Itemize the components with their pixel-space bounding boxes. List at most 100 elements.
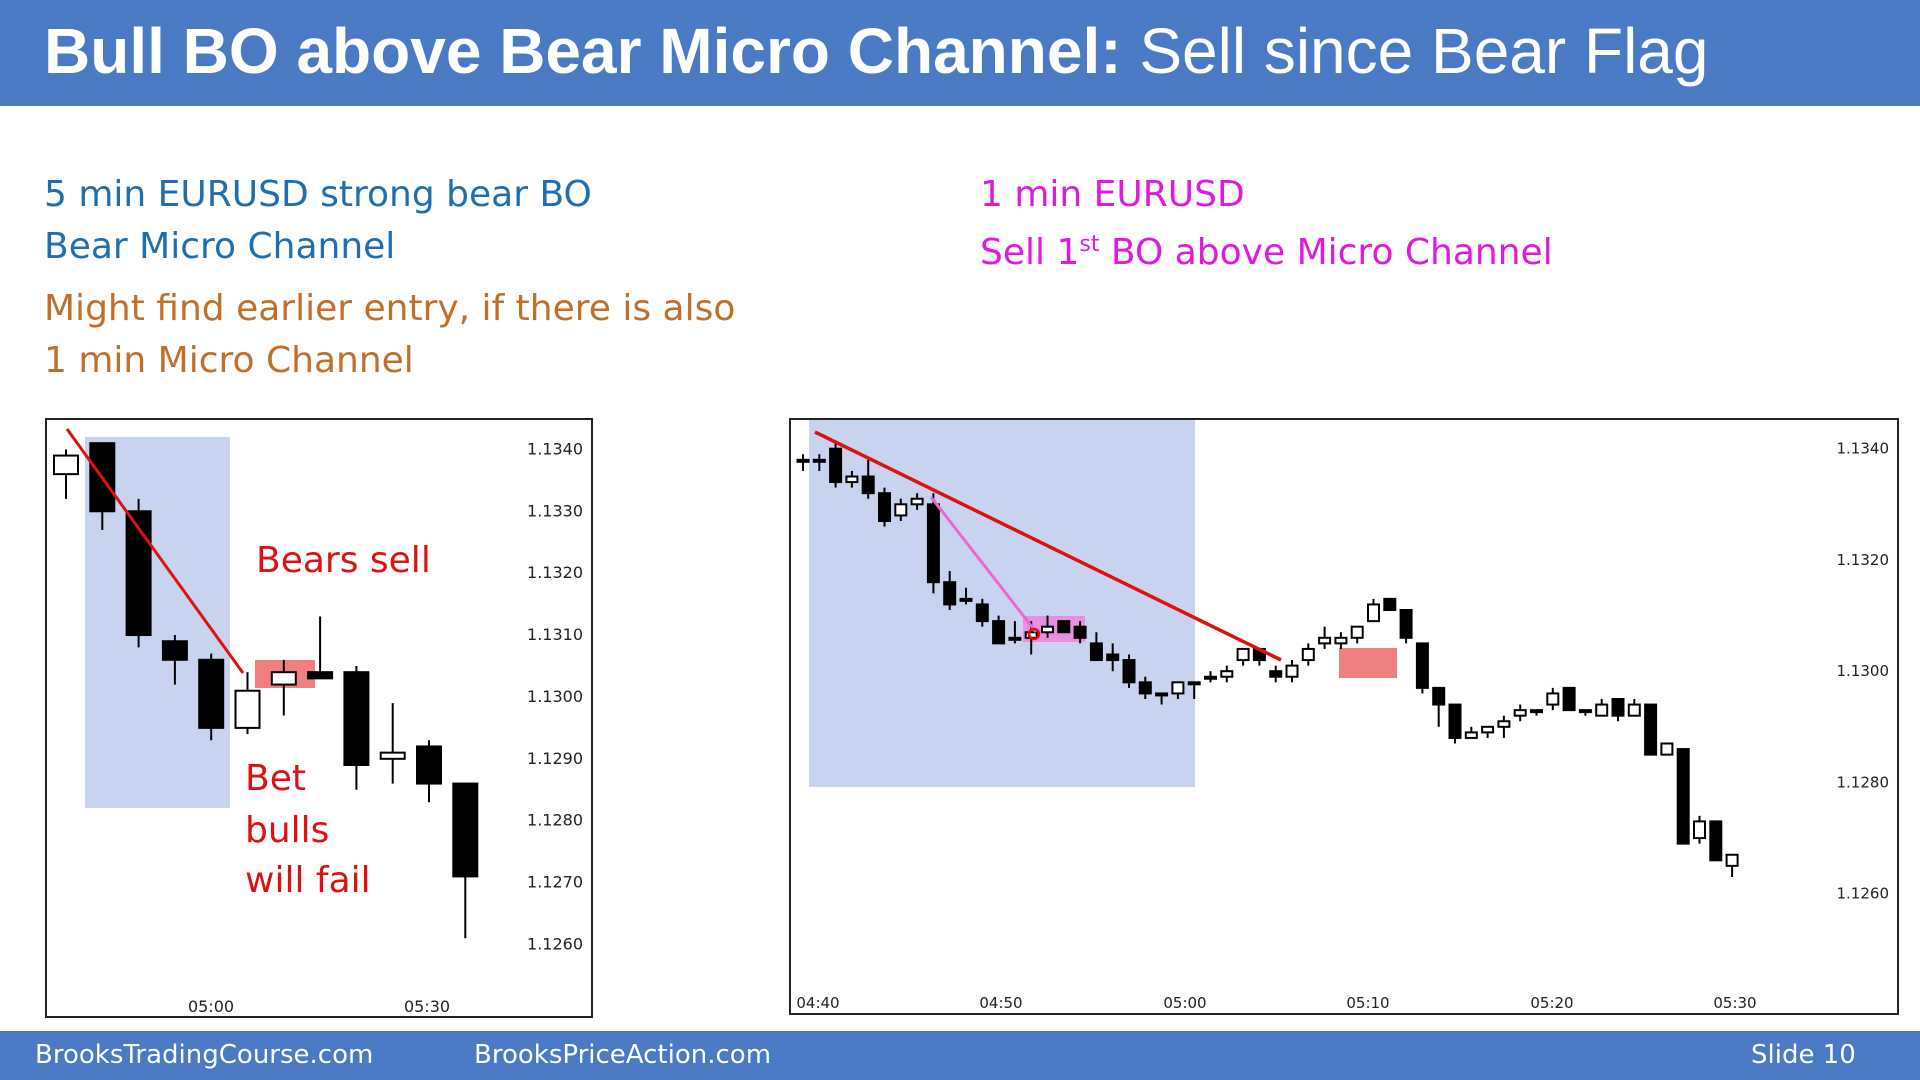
bull-candle (1204, 675, 1217, 680)
bull-candle (1236, 647, 1250, 662)
bear-candle (861, 475, 875, 495)
left-text-line1: 5 min EURUSD strong bear BO (44, 174, 592, 215)
bull-candle (1220, 670, 1234, 678)
bear-candle (1269, 670, 1283, 678)
x-tick-label: 05:10 (1346, 994, 1389, 1012)
y-tick-label: 1.1300 (1837, 662, 1890, 680)
bet-label: Bet (245, 758, 306, 799)
x-tick-label: 04:40 (796, 994, 839, 1012)
bull-candle (1464, 731, 1478, 739)
bull-candle (1301, 647, 1315, 662)
bull-candle (1285, 664, 1299, 678)
y-tick-label: 1.1300 (527, 687, 583, 706)
slide-number: Slide 10 (1751, 1040, 1856, 1070)
y-tick-label: 1.1330 (527, 501, 583, 520)
bear-candle (943, 581, 957, 606)
bull-candle (1595, 703, 1609, 717)
bulls-label: bulls (245, 810, 330, 851)
bear-candle (1106, 653, 1120, 662)
bull-candle (796, 458, 810, 463)
bull-candle (53, 454, 79, 476)
micro-channel-shading (809, 420, 1195, 787)
bull-candle (1725, 853, 1739, 867)
bull-candle (1546, 692, 1560, 706)
chart-1min-svg: 1.1340 1.1320 1.1300 1.1280 1.1260 04:40 04:5… (796, 420, 1890, 1012)
bear-candle (452, 782, 479, 878)
bear-candle (1089, 642, 1103, 662)
y-tick-label: 1.1270 (527, 873, 583, 892)
bull-candle (894, 503, 908, 517)
bull-candle (1008, 636, 1022, 641)
bull-candle (1350, 625, 1364, 639)
y-tick-label: 1.1310 (527, 625, 583, 644)
bull-candle (1530, 709, 1543, 714)
bear-candle (1709, 820, 1723, 862)
y-tick-label: 1.1260 (527, 934, 583, 953)
bull-candle (1171, 681, 1185, 695)
bear-candle (1415, 642, 1429, 689)
bear-candle (1399, 609, 1413, 639)
left-text-line2: Bear Micro Channel (44, 226, 396, 267)
bull-candle (812, 458, 826, 463)
chart-5min-svg: 1.1340 1.1330 1.1320 1.1310 1.1300 1.1290 1.12… (53, 428, 583, 1016)
sell-zone (1339, 648, 1397, 678)
footer-site2: BrooksPriceAction.com (474, 1040, 772, 1070)
bear-candle (829, 447, 843, 484)
right-text-line2: Sell 1st BO above Micro Channel (980, 232, 1553, 273)
bull-candle (1334, 636, 1348, 645)
bear-candle (1057, 620, 1071, 634)
bear-candle (975, 603, 989, 623)
y-tick-label: 1.1290 (527, 749, 583, 768)
bull-candle (1187, 681, 1201, 686)
x-tick-label: 04:50 (979, 994, 1022, 1012)
bear-trend-line (65, 428, 245, 674)
left-text-line3: Might find earlier entry, if there is al… (44, 288, 736, 329)
bull-candle (1693, 820, 1706, 840)
x-tick-label: 05:30 (1713, 994, 1756, 1012)
left-text-line4: 1 min Micro Channel (44, 340, 414, 381)
bear-candle (878, 492, 891, 522)
bull-candle (959, 597, 973, 602)
micro-channel-line (929, 496, 1038, 633)
bull-candle (1513, 709, 1527, 717)
bull-candle (1155, 692, 1169, 697)
slide-title-rest: Sell since Bear Flag (1121, 15, 1709, 87)
chart-5min: 1.1340 1.1330 1.1320 1.1310 1.1300 1.1290 1.12… (45, 418, 593, 1018)
right-text-line2-post: BO above Micro Channel (1099, 232, 1553, 273)
footer-bar: BrooksTradingCourse.com BrooksPriceActio… (0, 1031, 1920, 1080)
bull-candle (270, 671, 297, 686)
bear-candle (1676, 748, 1690, 845)
title-banner: Bull BO above Bear Micro Channel: Sell s… (0, 0, 1920, 106)
right-text-line2-pre: Sell 1 (980, 232, 1080, 273)
x-tick-label: 05:20 (1530, 994, 1573, 1012)
bear-candle (1383, 597, 1397, 611)
bears-sell-label: Bears sell (256, 540, 431, 581)
bear-candle (125, 510, 152, 637)
slide-title: Bull BO above Bear Micro Channel: Sell s… (44, 14, 1708, 88)
bear-candle (1644, 703, 1658, 756)
bull-candle (1660, 742, 1674, 756)
bear-candle (1448, 703, 1462, 739)
bear-candle (1562, 686, 1576, 712)
bull-candle (1627, 703, 1641, 717)
bull-candle (1497, 720, 1511, 728)
y-tick-label: 1.1280 (527, 811, 583, 830)
bear-candle (307, 671, 334, 680)
bull-candle (845, 475, 859, 484)
y-tick-label: 1.1340 (527, 439, 583, 458)
bull-candle (1041, 625, 1054, 634)
bear-candle (343, 671, 370, 767)
y-tick-label: 1.1320 (527, 563, 583, 582)
bull-candle (1578, 709, 1592, 714)
y-tick-label: 1.1340 (1837, 440, 1890, 458)
chart-1min: 1.1340 1.1320 1.1300 1.1280 1.1260 04:40 04:5… (789, 418, 1899, 1015)
bear-candle (1432, 686, 1446, 706)
bull-candle (1318, 636, 1332, 645)
right-text-line2-sup: st (1079, 232, 1100, 257)
bear-candle (1073, 625, 1087, 639)
bear-trend-line (814, 430, 1282, 662)
bull-candle (234, 689, 261, 729)
bear-candle (161, 640, 188, 661)
bull-candle (1367, 603, 1380, 623)
bear-candle (1122, 659, 1136, 684)
